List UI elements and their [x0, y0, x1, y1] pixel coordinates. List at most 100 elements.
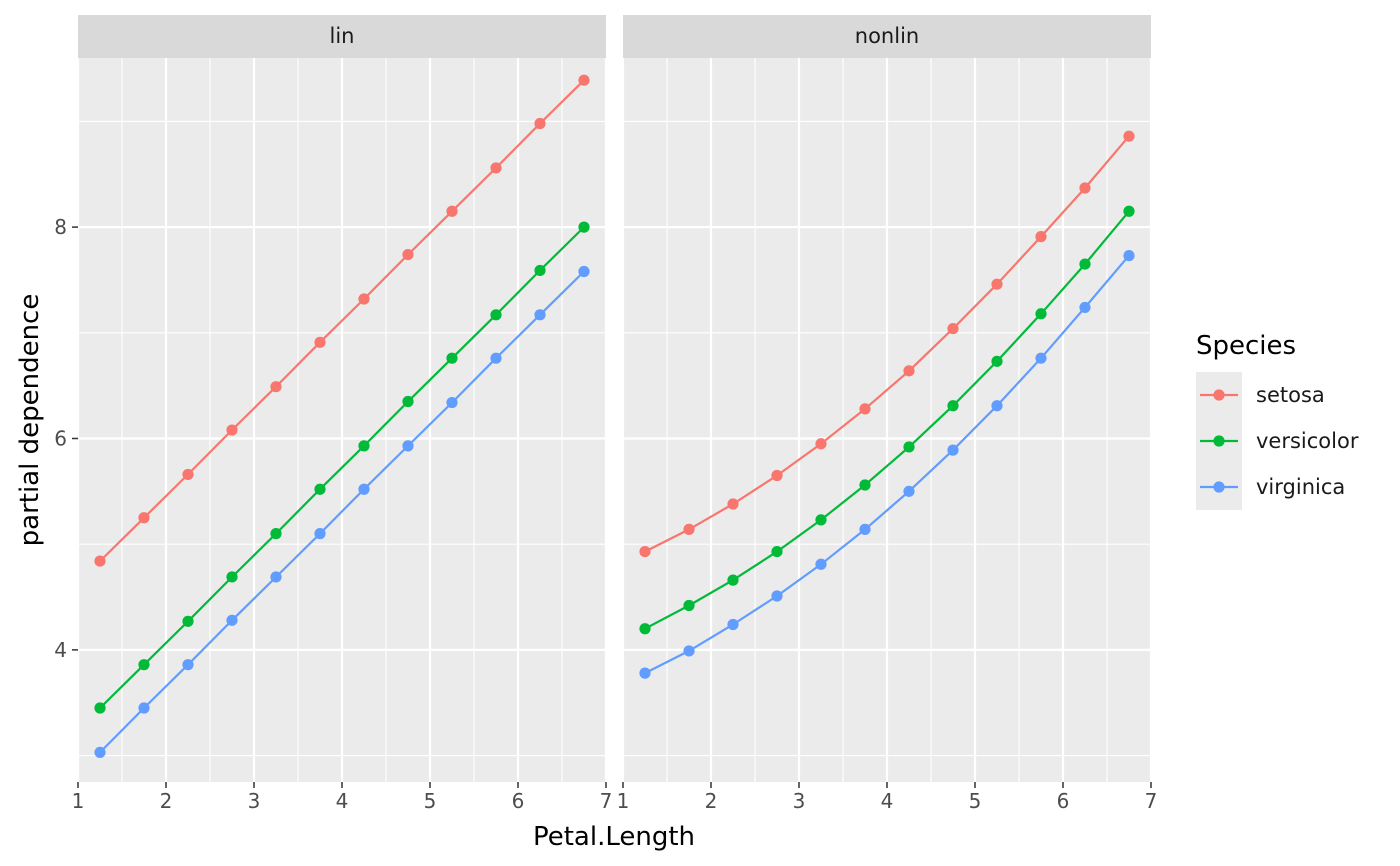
data-point-versicolor [947, 400, 959, 412]
legend-label-virginica: virginica [1256, 475, 1345, 499]
y-axis-ticks: 4 6 8 [54, 215, 78, 662]
y-axis-title: partial dependence [15, 294, 45, 547]
data-point-setosa [1079, 182, 1091, 194]
strip-label: nonlin [855, 24, 919, 48]
data-point-versicolor [314, 483, 326, 495]
data-point-virginica [182, 659, 194, 671]
data-point-setosa [815, 438, 827, 450]
data-point-setosa [402, 248, 414, 261]
panel-series [639, 130, 1135, 679]
data-point-virginica [1035, 352, 1047, 364]
data-point-virginica [226, 614, 238, 626]
data-point-virginica [727, 618, 739, 631]
data-point-virginica [358, 483, 370, 495]
panel-grid [621, 58, 1153, 782]
series-line-virginica [644, 254, 1130, 675]
data-point-versicolor [226, 571, 238, 583]
data-point-virginica [815, 558, 827, 570]
x-tick-label: 4 [881, 789, 894, 813]
data-point-virginica [270, 571, 282, 583]
legend-key-point-versicolor [1213, 435, 1225, 447]
data-point-setosa [991, 278, 1003, 290]
data-point-versicolor [1035, 308, 1047, 320]
series-line-versicolor [644, 210, 1130, 630]
x-tick-label: 7 [600, 789, 613, 813]
data-point-versicolor [991, 355, 1003, 367]
data-point-virginica [490, 352, 502, 364]
series-line-versicolor [99, 226, 585, 709]
x-tick-label: 5 [424, 789, 437, 813]
data-point-versicolor [815, 514, 827, 526]
series-line-virginica [99, 270, 585, 754]
data-point-setosa [683, 523, 695, 535]
y-tick-label: 6 [54, 426, 67, 450]
x-tick-label: 4 [336, 789, 349, 813]
y-tick-label: 4 [54, 638, 67, 662]
panel-series [94, 74, 590, 759]
data-point-virginica [138, 702, 150, 714]
data-point-virginica [578, 265, 590, 278]
data-point-setosa [903, 365, 915, 377]
data-point-versicolor [358, 440, 370, 452]
data-point-versicolor [683, 599, 695, 612]
legend-title: Species [1196, 331, 1296, 361]
data-point-virginica [683, 645, 695, 657]
data-point-versicolor [859, 479, 871, 491]
x-axis-ticks: 1 2 3 4 5 6 7 [72, 782, 613, 813]
data-point-setosa [226, 424, 238, 436]
data-point-setosa [182, 468, 194, 481]
strip-background [78, 15, 606, 58]
data-point-setosa [314, 336, 326, 348]
data-point-virginica [991, 400, 1003, 412]
y-tick-label: 8 [54, 215, 67, 239]
x-tick-label: 7 [1145, 789, 1158, 813]
data-point-setosa [1035, 231, 1047, 243]
data-point-setosa [727, 498, 739, 510]
data-point-setosa [947, 322, 959, 335]
strip-label: lin [330, 24, 355, 48]
data-point-versicolor [1123, 205, 1135, 217]
x-tick-label: 2 [705, 789, 718, 813]
data-point-virginica [1123, 250, 1135, 262]
data-point-versicolor [402, 395, 414, 408]
data-point-virginica [639, 667, 651, 679]
data-point-versicolor [490, 309, 502, 321]
data-point-virginica [1079, 301, 1091, 314]
series-line-setosa [644, 135, 1130, 553]
data-point-setosa [94, 555, 106, 567]
x-tick-label: 6 [1057, 789, 1070, 813]
legend-key-point-virginica [1213, 481, 1225, 493]
x-tick-label: 5 [969, 789, 982, 813]
panel-grid [76, 58, 608, 782]
data-point-versicolor [639, 623, 651, 635]
data-point-versicolor [446, 352, 458, 364]
data-point-versicolor [771, 545, 783, 558]
data-point-setosa [138, 512, 150, 524]
x-axis-ticks: 1 2 3 4 5 6 7 [617, 782, 1158, 813]
data-point-versicolor [903, 441, 915, 453]
data-point-setosa [1123, 130, 1135, 142]
data-point-virginica [314, 528, 326, 540]
legend-label-versicolor: versicolor [1256, 429, 1359, 453]
x-tick-label: 1 [72, 789, 85, 813]
data-point-virginica [446, 396, 458, 409]
legend-key-point-setosa [1213, 389, 1225, 401]
data-point-versicolor [1079, 258, 1091, 270]
data-point-setosa [771, 469, 783, 482]
data-point-setosa [446, 205, 458, 217]
data-point-setosa [578, 74, 590, 86]
legend: Species setosa versicolor virginica [1196, 331, 1359, 510]
x-axis-title: Petal.Length [533, 822, 695, 852]
x-tick-label: 1 [617, 789, 630, 813]
data-point-virginica [402, 440, 414, 452]
data-point-virginica [903, 485, 915, 497]
data-point-versicolor [138, 659, 150, 671]
data-point-virginica [947, 444, 959, 456]
data-point-versicolor [534, 264, 546, 277]
data-point-setosa [358, 293, 370, 305]
data-point-setosa [490, 162, 502, 174]
x-tick-label: 3 [248, 789, 261, 813]
data-point-setosa [639, 545, 651, 558]
data-point-virginica [534, 309, 546, 321]
